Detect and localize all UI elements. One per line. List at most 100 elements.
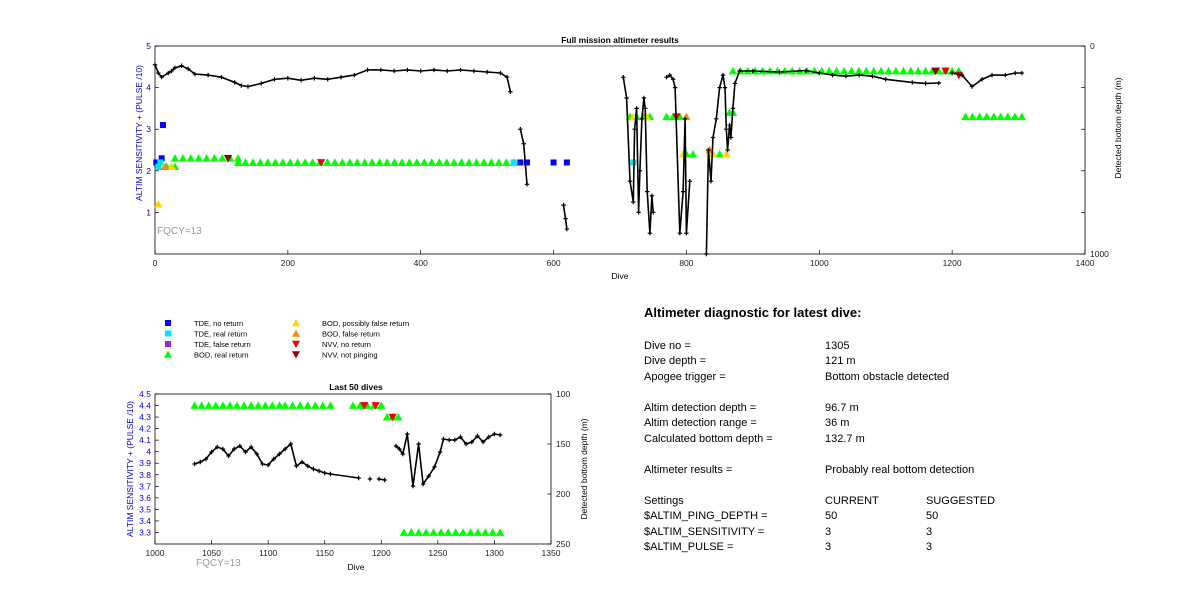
bottom-depth-point xyxy=(664,75,669,80)
detect-range-value: 36 m xyxy=(825,417,850,429)
legend-marker xyxy=(292,340,300,348)
bod-real-return-point xyxy=(502,158,511,166)
bottom-depth-point xyxy=(486,434,491,440)
legend-label: TDE, no return xyxy=(194,319,243,328)
bottom-depth-point xyxy=(437,449,443,455)
bod-real-return-point xyxy=(293,158,302,166)
bod-real-return-point xyxy=(308,158,317,166)
bottom-depth-point xyxy=(724,127,729,132)
bottom-depth-point xyxy=(730,106,736,111)
legend-marker xyxy=(292,329,300,337)
bod-false-return-point xyxy=(682,112,691,121)
bod-real-return-point xyxy=(906,66,915,75)
bod-real-return-point xyxy=(261,401,270,409)
bottom-depth-point xyxy=(737,68,742,74)
bottom-depth-point xyxy=(431,67,437,73)
x-tick-label: 1000 xyxy=(810,258,829,268)
bottom-depth-point xyxy=(426,473,432,479)
suggested-header: SUGGESTED xyxy=(926,494,996,507)
bottom-depth-point xyxy=(720,72,726,78)
bod-real-return-point xyxy=(367,158,377,166)
bod-real-return-point xyxy=(218,401,228,409)
detect-depth-value: 96.7 m xyxy=(825,401,859,414)
bottom-depth-point xyxy=(405,67,410,73)
bod-real-return-point xyxy=(487,158,496,166)
bottom-depth-point xyxy=(239,83,244,88)
bottom-depth-point xyxy=(564,226,570,232)
bottom-depth-point xyxy=(969,84,975,89)
bottom-depth-point xyxy=(328,471,333,477)
legend-label: NVV, no return xyxy=(322,340,371,349)
detect-depth-label: Altim detection depth = xyxy=(644,401,757,414)
bod-real-return-point xyxy=(345,158,354,166)
y2-tick-label: 0 xyxy=(1090,41,1095,51)
bod-real-return-point xyxy=(241,158,250,166)
bottom-depth-point xyxy=(949,70,955,76)
y-tick-label: 3.4 xyxy=(139,516,151,526)
bottom-depth-point xyxy=(708,179,714,184)
bod-real-return-point xyxy=(982,112,991,121)
y-tick-label: 4.1 xyxy=(139,435,151,445)
bottom-depth-point xyxy=(682,116,688,121)
bod-real-return-point xyxy=(382,158,392,166)
x-tick-label: 1400 xyxy=(1076,258,1095,268)
pulse-suggested: 3 xyxy=(926,541,933,553)
bod-real-return-point xyxy=(854,66,864,75)
last50-fqcy-annotation: FQCY=13 xyxy=(196,558,241,569)
bottom-depth-point xyxy=(248,444,254,450)
y-tick-label: 5 xyxy=(146,41,151,51)
bod-real-return-point xyxy=(862,66,871,75)
full-chart-title: Full mission altimeter results xyxy=(561,35,679,45)
bottom-depth-point xyxy=(636,210,641,215)
bottom-depth-point xyxy=(672,85,678,90)
diagnostic-title: Altimeter diagnostic for latest dive: xyxy=(644,305,862,320)
bottom-depth-point xyxy=(299,459,305,465)
bottom-depth-point xyxy=(651,210,656,215)
bottom-depth-point xyxy=(722,85,728,90)
bottom-depth-point xyxy=(624,95,629,101)
bottom-depth-point xyxy=(356,475,361,481)
bod-real-return-point xyxy=(233,154,243,162)
tde-real-return-point xyxy=(155,163,162,170)
y-tick-label: 3.7 xyxy=(139,481,151,491)
bottom-depth-point xyxy=(870,73,875,79)
bod-real-return-point xyxy=(444,528,453,536)
nvv-no-return-point xyxy=(371,402,380,410)
diag-row-dive-depth: Dive depth = 121 m xyxy=(644,354,1164,370)
y-tick-label: 4 xyxy=(146,83,151,93)
diag-row-results: Altimeter results = Probably real bottom … xyxy=(644,463,1164,479)
bod-real-return-point xyxy=(913,66,923,75)
full-plot-frame xyxy=(154,45,1086,255)
bod-real-return-point xyxy=(194,154,203,162)
x-tick-label: 1200 xyxy=(372,548,391,558)
diag-row-detect-range: Altim detection range = 36 m xyxy=(644,416,1164,432)
bod-real-return-point xyxy=(420,158,429,166)
bottom-depth-point xyxy=(475,433,480,439)
bottom-depth-point xyxy=(710,135,716,140)
tde-no-return-point xyxy=(517,159,524,166)
bod-real-return-point xyxy=(300,158,310,166)
bottom-depth-point xyxy=(159,75,164,80)
legend-item: BOD, possibly false return xyxy=(292,319,409,328)
bottom-depth-point xyxy=(312,76,317,81)
bod-real-return-point xyxy=(495,528,505,536)
calc-bottom-label: Calculated bottom depth = xyxy=(644,432,773,445)
nvv-not-pinging-point xyxy=(223,154,233,163)
bod-real-return-point xyxy=(466,528,475,536)
bottom-depth-point xyxy=(322,470,327,476)
settings-label: Settings xyxy=(644,494,684,507)
bod-real-return-point xyxy=(232,401,242,409)
last50-marks xyxy=(190,401,505,536)
x-tick-label: 1350 xyxy=(542,548,561,558)
bottom-depth-point xyxy=(959,72,965,78)
apogee-label: Apogee trigger = xyxy=(644,370,726,383)
bottom-depth-point xyxy=(670,77,676,82)
bottom-depth-point xyxy=(631,199,636,205)
legend-label: BOD, possibly false return xyxy=(322,319,409,328)
altimeter-diagnostic-panel: Altimeter diagnostic for latest dive: Di… xyxy=(644,305,1164,556)
nvv-not-pinging-point xyxy=(931,67,940,76)
bod-possibly-false-point xyxy=(154,199,163,208)
sensitivity-current: 3 xyxy=(825,525,832,538)
legend-label: BOD, real return xyxy=(194,351,249,360)
